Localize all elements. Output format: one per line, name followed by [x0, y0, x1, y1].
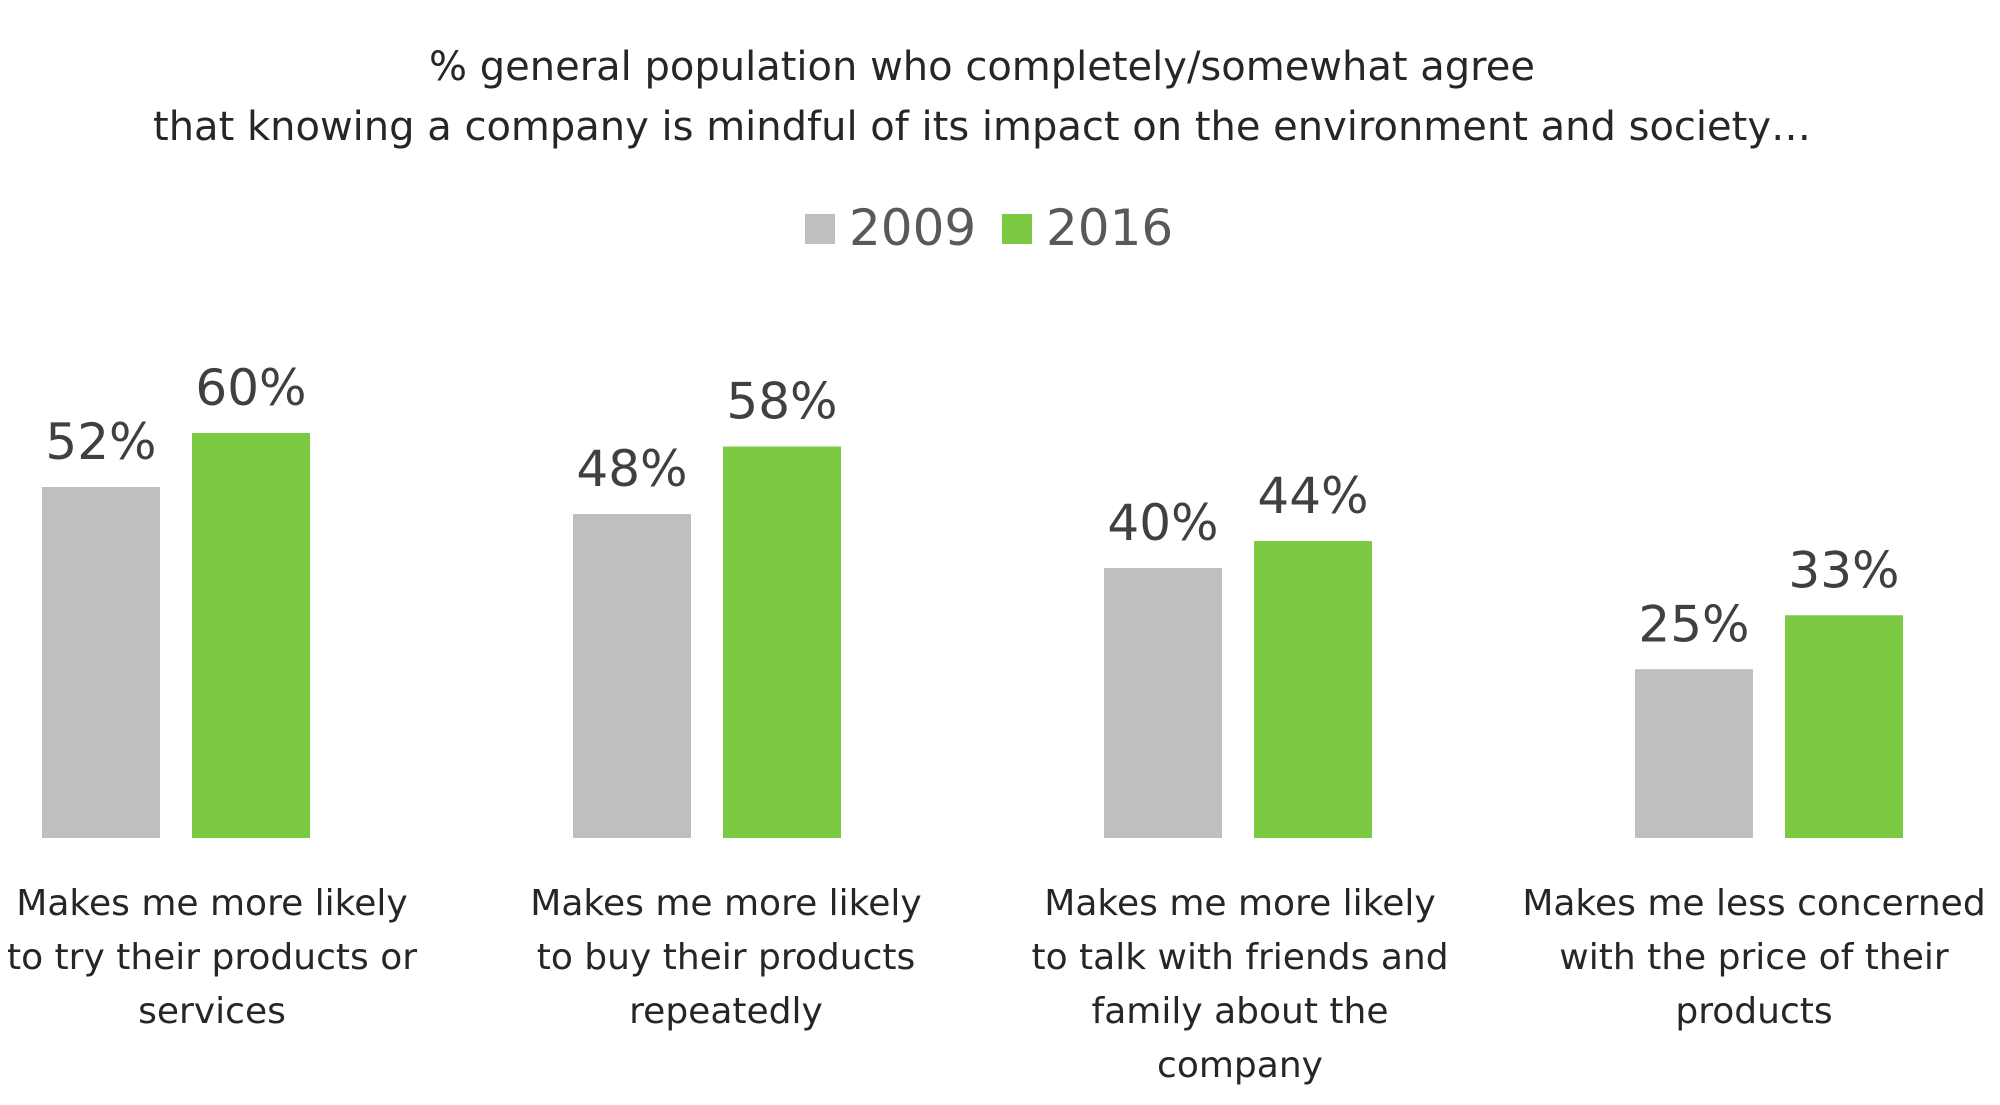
chart-title-group: % general population who completely/some… [153, 44, 1811, 150]
category-label-line: to try their products or [7, 937, 417, 978]
category-label-line: Makes me more likely [530, 883, 921, 924]
bar-2009-3 [1635, 669, 1753, 838]
bar-2016-3 [1785, 615, 1903, 838]
bars-group [42, 433, 1903, 838]
chart-title: % general population who completely/some… [429, 44, 1535, 90]
category-label-line: company [1157, 1045, 1323, 1086]
category-label-line: Makes me more likely [1044, 883, 1435, 924]
bar-2009-0 [42, 487, 160, 838]
category-label-line: products [1675, 991, 1832, 1032]
value-label-2016-1: 58% [726, 373, 837, 431]
bar-2009-2 [1104, 568, 1222, 838]
category-label-1: Makes me more likely to buy their product… [530, 883, 921, 1032]
value-label-2016-0: 60% [195, 359, 306, 417]
value-label-2009-1: 48% [576, 440, 687, 498]
legend: 2009 2016 [805, 199, 1173, 257]
legend-swatch-1 [1002, 214, 1032, 244]
category-label-0: Makes me more likely to try their product… [7, 883, 417, 1032]
legend-label-0: 2009 [849, 199, 976, 257]
legend-swatch-0 [805, 214, 835, 244]
value-label-2009-0: 52% [45, 413, 156, 471]
category-label-line: repeatedly [629, 991, 823, 1032]
category-label-line: Makes me more likely [16, 883, 407, 924]
legend-label-1: 2016 [1046, 199, 1173, 257]
category-labels-group: Makes me more likely to try their product… [7, 883, 1986, 1086]
category-label-line: with the price of their [1559, 937, 1949, 978]
category-label-line: services [138, 991, 286, 1032]
bar-2016-1 [723, 446, 841, 838]
category-label-line: to talk with friends and [1031, 937, 1448, 978]
value-label-2009-2: 40% [1107, 494, 1218, 552]
value-label-2009-3: 25% [1638, 595, 1749, 653]
bar-2016-0 [192, 433, 310, 838]
category-label-3: Makes me less concerned with the price of… [1522, 883, 1985, 1032]
value-labels-group: 52% 60% 48% 58% 40% 44% 25% 33% [45, 359, 1899, 653]
chart-subtitle: that knowing a company is mindful of its… [153, 104, 1811, 150]
value-label-2016-3: 33% [1788, 541, 1899, 599]
value-label-2016-2: 44% [1257, 467, 1368, 525]
category-label-line: Makes me less concerned [1522, 883, 1985, 924]
bar-2009-1 [573, 514, 691, 838]
category-label-line: family about the [1092, 991, 1389, 1032]
bar-2016-2 [1254, 541, 1372, 838]
category-label-line: to buy their products [537, 937, 916, 978]
category-label-2: Makes me more likely to talk with friends… [1031, 883, 1448, 1086]
